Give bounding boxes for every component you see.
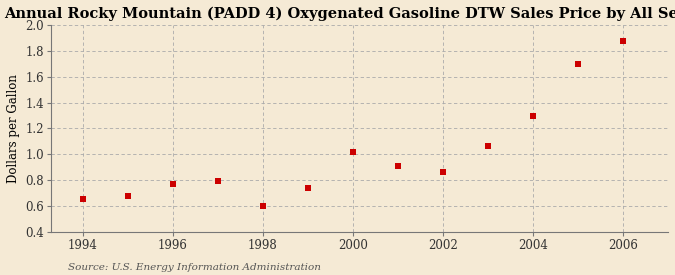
Point xyxy=(572,62,583,66)
Point xyxy=(618,39,628,43)
Point xyxy=(257,204,268,208)
Point xyxy=(213,179,223,183)
Point xyxy=(392,164,403,168)
Point xyxy=(483,144,493,149)
Title: Annual Rocky Mountain (PADD 4) Oxygenated Gasoline DTW Sales Price by All Seller: Annual Rocky Mountain (PADD 4) Oxygenate… xyxy=(4,7,675,21)
Point xyxy=(348,149,358,154)
Point xyxy=(437,170,448,175)
Text: Source: U.S. Energy Information Administration: Source: U.S. Energy Information Administ… xyxy=(68,263,321,272)
Point xyxy=(167,182,178,186)
Point xyxy=(78,197,88,202)
Point xyxy=(302,186,313,190)
Y-axis label: Dollars per Gallon: Dollars per Gallon xyxy=(7,74,20,183)
Point xyxy=(122,193,133,198)
Point xyxy=(528,113,539,118)
